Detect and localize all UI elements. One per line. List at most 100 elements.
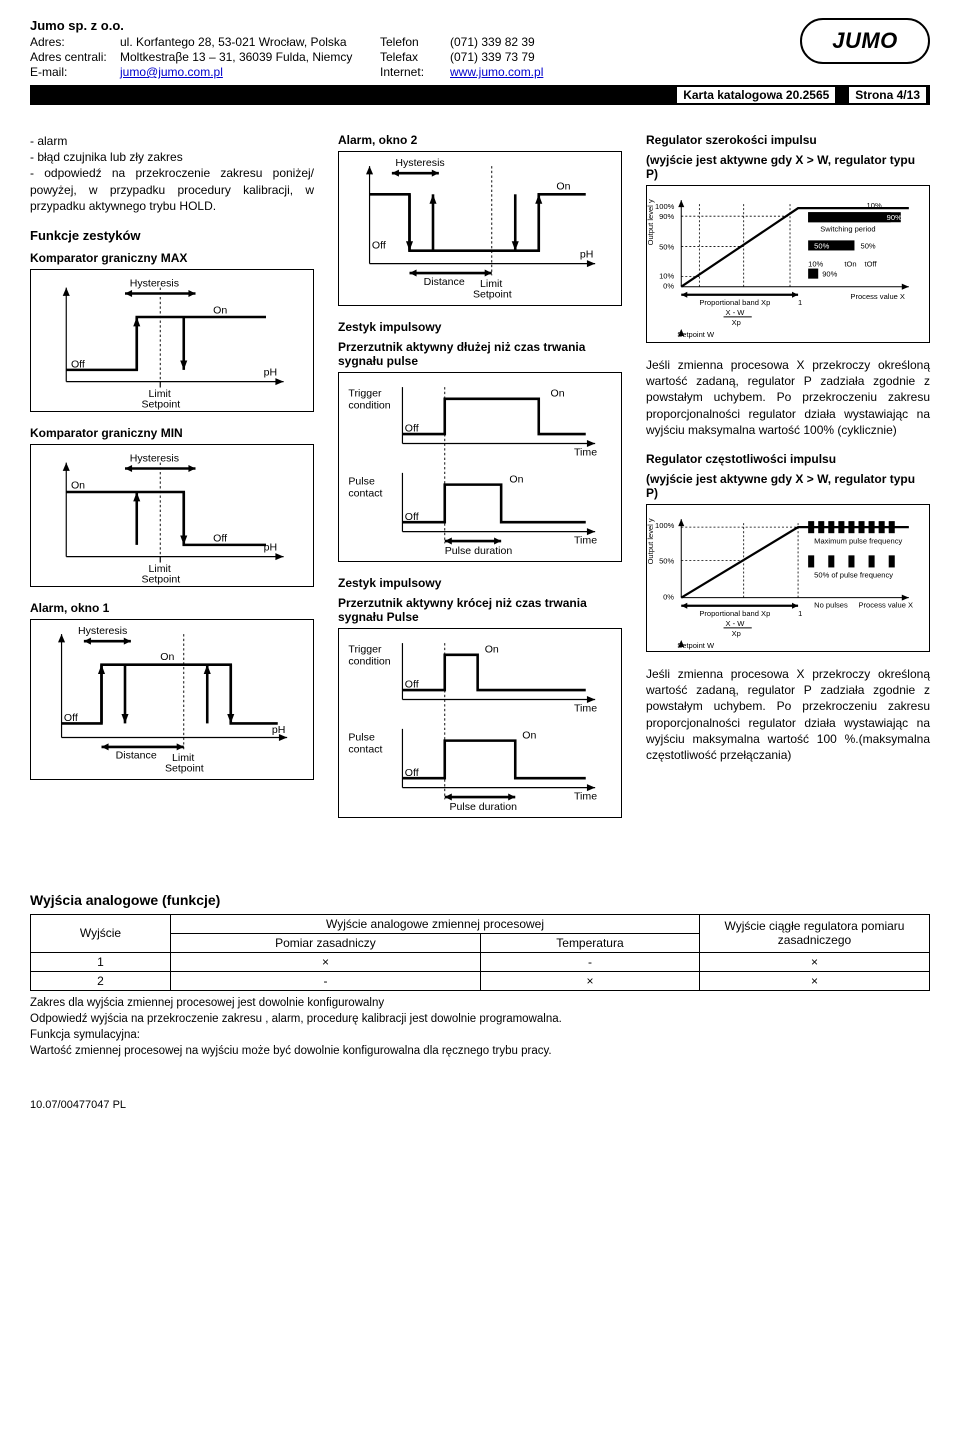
svg-text:On: On: [551, 387, 565, 399]
svg-text:Hysteresis: Hysteresis: [78, 625, 127, 637]
svg-text:X - W: X - W: [726, 308, 746, 317]
tel-value: (071) 339 82 39: [450, 35, 600, 49]
email-label: E-mail:: [30, 65, 120, 79]
svg-text:Process value X: Process value X: [850, 292, 905, 301]
addr-value: ul. Korfantego 28, 53-021 Wrocław, Polsk…: [120, 35, 380, 49]
svg-text:50%: 50%: [861, 241, 876, 250]
svg-text:Time: Time: [574, 446, 597, 458]
svg-text:Off: Off: [71, 358, 85, 370]
svg-text:10%: 10%: [808, 260, 823, 269]
svg-text:Proportional band Xp: Proportional band Xp: [699, 298, 770, 307]
svg-text:On: On: [160, 651, 174, 663]
svg-text:Hysteresis: Hysteresis: [130, 452, 179, 464]
svg-text:pH: pH: [272, 724, 286, 736]
zestyk2-title: Zestyk impulsowy: [338, 576, 622, 590]
reg-cz-title: Regulator częstotliwości impulsu: [646, 452, 930, 466]
svg-text:pH: pH: [264, 367, 278, 379]
diagram-komp-min: Hysteresis On Off pH Limit Setpoint: [30, 444, 314, 587]
diagram-width-regulator: 100% 90% 50% 10% 0% Output level y: [646, 185, 930, 343]
table-section: Wyjścia analogowe (funkcje) Wyjście Wyjś…: [30, 892, 930, 1059]
svg-text:On: On: [509, 473, 523, 485]
svg-text:Time: Time: [574, 534, 597, 546]
svg-text:50% of pulse frequency: 50% of pulse frequency: [814, 571, 893, 580]
svg-text:Pulse duration: Pulse duration: [449, 801, 517, 813]
svg-text:Pulse: Pulse: [348, 475, 375, 487]
footer: 10.07/00477047 PL: [30, 1099, 930, 1111]
svg-text:Trigger: Trigger: [348, 643, 382, 655]
svg-text:No pulses: No pulses: [814, 601, 848, 610]
funkcje-title: Funkcje zestyków: [30, 228, 314, 243]
svg-text:Time: Time: [574, 790, 597, 802]
header: Jumo sp. z o.o. Adres: ul. Korfantego 28…: [30, 18, 930, 79]
svg-text:On: On: [213, 304, 227, 316]
note4: Wartość zmiennej procesowej na wyjściu m…: [30, 1043, 930, 1059]
col-left: - alarm - błąd czujnika lub zły zakres -…: [30, 133, 314, 832]
page-bar: Karta katalogowa 20.2565 Strona 4/13: [30, 85, 930, 105]
svg-text:Off: Off: [213, 532, 227, 544]
svg-text:90%: 90%: [887, 213, 902, 222]
email-link[interactable]: jumo@jumo.com.pl: [120, 65, 223, 79]
svg-text:Output level y: Output level y: [647, 518, 655, 564]
catalog-id: Karta katalogowa 20.2565: [677, 87, 835, 103]
th-pomiar: Pomiar zasadniczy: [171, 933, 481, 952]
hq-label: Adres centrali:: [30, 50, 120, 64]
addr-label: Adres:: [30, 35, 120, 49]
svg-text:90%: 90%: [822, 270, 837, 279]
svg-text:1: 1: [798, 609, 802, 618]
svg-text:Off: Off: [372, 239, 386, 251]
svg-text:contact: contact: [348, 487, 382, 499]
tel-label: Telefon: [380, 35, 450, 49]
logo: JUMO: [800, 18, 930, 64]
reg-cz-sub: (wyjście jest aktywne gdy X > W, regulat…: [646, 472, 930, 500]
alarm1-title: Alarm, okno 1: [30, 601, 314, 615]
svg-text:Pulse duration: Pulse duration: [445, 545, 513, 557]
svg-text:Off: Off: [405, 679, 419, 691]
col-right: Regulator szerokości impulsu (wyjście je…: [646, 133, 930, 832]
table-row: 1 × - ×: [31, 952, 930, 971]
th-ciag: Wyjście ciągłe regulatora pomiaru zasadn…: [700, 914, 930, 952]
th-ana: Wyjście analogowe zmiennej procesowej: [171, 914, 700, 933]
internet-link[interactable]: www.jumo.com.pl: [450, 65, 543, 79]
analog-outputs-table: Wyjście Wyjście analogowe zmiennej proce…: [30, 914, 930, 991]
diagram-komp-max: Hysteresis On Off pH Limit Setpoint: [30, 269, 314, 412]
diagram-pulse-short: Trigger condition On Off Time Pulse cont…: [338, 628, 622, 818]
svg-text:tOn: tOn: [844, 260, 856, 269]
svg-text:Off: Off: [64, 712, 78, 724]
svg-text:X - W: X - W: [726, 619, 746, 628]
diagram-freq-regulator: 100% 50% 0% Output level y Maximum pulse…: [646, 504, 930, 652]
para2: Jeśli zmienna procesowa X przekroczy okr…: [646, 666, 930, 763]
svg-text:On: On: [71, 479, 85, 491]
svg-text:Proportional band Xp: Proportional band Xp: [699, 609, 770, 618]
svg-text:Xp: Xp: [732, 318, 741, 327]
svg-text:Time: Time: [574, 702, 597, 714]
zestyk1-title: Zestyk impulsowy: [338, 320, 622, 334]
svg-text:On: On: [522, 729, 536, 741]
alarm2-title: Alarm, okno 2: [338, 133, 622, 147]
svg-text:Off: Off: [405, 511, 419, 523]
svg-text:Off: Off: [405, 423, 419, 435]
svg-text:50%: 50%: [659, 242, 674, 251]
fax-value: (071) 339 73 79: [450, 50, 600, 64]
svg-text:10%: 10%: [867, 201, 882, 210]
svg-text:contact: contact: [348, 743, 382, 755]
note2: Odpowiedź wyjścia na przekroczenie zakre…: [30, 1011, 930, 1027]
svg-text:Distance: Distance: [424, 276, 465, 288]
svg-text:100%: 100%: [655, 521, 675, 530]
svg-text:1: 1: [798, 298, 802, 307]
svg-text:pH: pH: [264, 542, 278, 554]
svg-text:Distance: Distance: [116, 750, 157, 762]
logo-wrap: JUMO: [800, 18, 930, 64]
col-mid: Alarm, okno 2 Hysteresis On Off pH: [338, 133, 622, 832]
table-title: Wyjścia analogowe (funkcje): [30, 892, 930, 908]
table-row: 2 - × ×: [31, 971, 930, 990]
svg-text:Pulse: Pulse: [348, 731, 375, 743]
note1: Zakres dla wyjścia zmiennej procesowej j…: [30, 995, 930, 1011]
svg-text:Process value X: Process value X: [858, 601, 913, 610]
svg-text:On: On: [485, 643, 499, 655]
para1: Jeśli zmienna procesowa X przekroczy okr…: [646, 357, 930, 438]
svg-text:0%: 0%: [663, 593, 674, 602]
svg-text:50%: 50%: [659, 556, 674, 565]
svg-text:10%: 10%: [659, 272, 674, 281]
svg-text:On: On: [556, 181, 570, 193]
reg-szer-sub: (wyjście jest aktywne gdy X > W, regulat…: [646, 153, 930, 181]
